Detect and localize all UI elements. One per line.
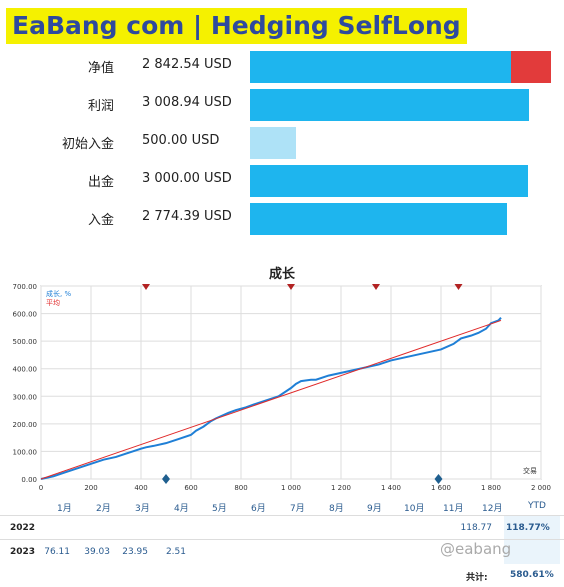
event-marker-top — [372, 284, 380, 290]
stat-bar — [250, 203, 507, 235]
x-tick-label: 200 — [84, 484, 97, 492]
x-tick-label: 1 600 — [431, 484, 451, 492]
stat-bar — [250, 127, 296, 159]
ytd-value: 118.77% — [506, 523, 550, 533]
y-tick-label: 200.00 — [13, 421, 38, 429]
y-tick-label: 300.00 — [13, 393, 38, 401]
x-tick-label: 0 — [39, 484, 43, 492]
stat-row: 出金 3 000.00 USD — [0, 163, 564, 197]
stat-label: 利润 — [87, 99, 114, 114]
y-tick-label: 500.00 — [13, 338, 38, 346]
month-header: 1月 — [57, 504, 72, 514]
x-axis-label: 交易 — [523, 466, 537, 475]
stat-label: 净值 — [87, 61, 114, 76]
stat-row: 利润 3 008.94 USD — [0, 87, 564, 121]
event-marker-top — [142, 284, 150, 290]
month-header: 7月 — [290, 504, 305, 514]
month-header: 3月 — [135, 504, 150, 514]
y-tick-label: 700.00 — [13, 283, 38, 291]
total-row: 共计: 580.61% — [0, 563, 564, 587]
ytd-header: YTD — [528, 501, 546, 511]
x-tick-label: 400 — [134, 484, 147, 492]
month-header: 5月 — [212, 504, 227, 514]
series-line-average — [40, 319, 502, 480]
month-header: 9月 — [367, 504, 382, 514]
event-marker-top — [454, 284, 463, 290]
month-header: 12月 — [482, 504, 503, 514]
y-tick-label: 100.00 — [13, 448, 38, 456]
watermark: @eabang — [440, 540, 512, 558]
month-header: 8月 — [329, 504, 344, 514]
ytd-cell-bg — [504, 516, 560, 540]
legend-entry: 平均 — [46, 298, 60, 307]
page-title: EaBang com | Hedging SelfLong — [6, 8, 467, 44]
stat-row: 初始入金 500.00 USD — [0, 125, 564, 159]
stat-bar — [250, 51, 551, 83]
x-tick-label: 600 — [184, 484, 197, 492]
event-marker-bottom — [434, 474, 443, 484]
stat-value: 3 008.94 USD — [142, 95, 232, 110]
stat-row: 入金 2 774.39 USD — [0, 201, 564, 235]
stat-label: 出金 — [87, 175, 114, 190]
growth-chart: 0.00 100.00 200.00 300.00 400.00 500.00 600.00… — [13, 283, 552, 492]
year-row: 2022 118.77 118.77% — [0, 515, 564, 540]
event-marker-top — [287, 284, 295, 290]
stat-value: 2 842.54 USD — [142, 57, 232, 72]
stat-row: 净值 2 842.54 USD — [0, 49, 564, 83]
ytd-cell-bg — [504, 540, 560, 564]
month-value: 39.03 — [84, 547, 110, 557]
y-tick-label: 400.00 — [13, 366, 38, 374]
year-label: 2022 — [10, 523, 36, 533]
month-value: 2.51 — [165, 547, 186, 557]
stat-value: 500.00 USD — [142, 133, 220, 148]
month-value: 23.95 — [122, 547, 148, 557]
y-tick-label: 0.00 — [21, 476, 37, 484]
stat-label: 入金 — [87, 213, 114, 228]
legend-entry: 成长, % — [46, 289, 71, 298]
month-header: 2月 — [96, 504, 111, 514]
x-tick-label: 2 000 — [531, 484, 551, 492]
x-tick-label: 800 — [234, 484, 247, 492]
month-value: 118.77 — [460, 523, 493, 533]
stat-bar-negative — [511, 51, 551, 83]
year-row: 2023 76.11 39.03 23.95 2.51 — [0, 539, 564, 564]
stat-label: 初始入金 — [61, 137, 114, 152]
month-header: 11月 — [443, 504, 464, 514]
series-line-growth — [40, 317, 502, 480]
month-header: 4月 — [174, 504, 189, 514]
stat-value: 3 000.00 USD — [142, 171, 232, 186]
month-header: 10月 — [404, 504, 425, 514]
x-tick-label: 1 200 — [331, 484, 351, 492]
month-header: 6月 — [251, 504, 266, 514]
month-header-row: 1月 2月 3月 4月 5月 6月 7月 8月 9月 10月 11月 12月 YTD — [0, 497, 564, 515]
stat-bar — [250, 165, 528, 197]
total-value: 580.61% — [510, 570, 554, 580]
x-tick-label: 1 800 — [481, 484, 501, 492]
year-label: 2023 — [10, 547, 36, 557]
event-marker-bottom — [162, 474, 170, 484]
stat-value: 2 774.39 USD — [142, 209, 232, 224]
x-tick-label: 1 400 — [381, 484, 401, 492]
total-label: 共计: — [466, 573, 488, 583]
month-value: 76.11 — [44, 547, 70, 557]
y-tick-label: 600.00 — [13, 311, 38, 319]
chart-title: 成长 — [268, 267, 295, 282]
stat-bar — [250, 89, 529, 121]
x-tick-label: 1 000 — [281, 484, 301, 492]
